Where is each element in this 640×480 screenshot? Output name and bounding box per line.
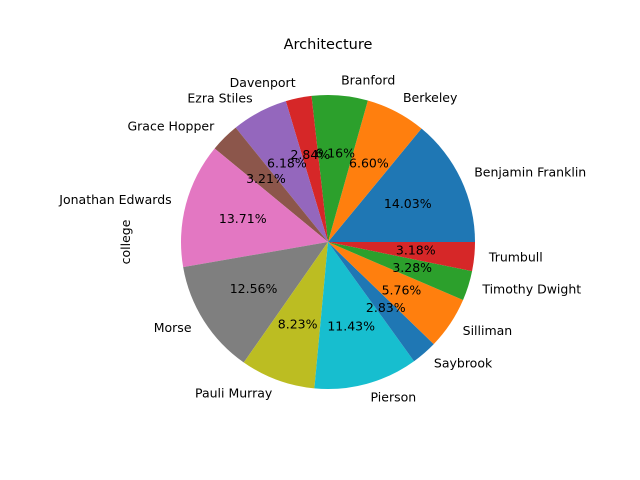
chart-title: Architecture bbox=[284, 37, 373, 53]
slice-percent-branford: 6.16% bbox=[315, 146, 355, 161]
slice-label-berkeley: Berkeley bbox=[403, 90, 458, 105]
slice-percent-davenport: 2.84% bbox=[290, 147, 330, 162]
slice-percent-pauli-murray: 8.23% bbox=[278, 316, 318, 331]
slice-percent-grace-hopper: 3.21% bbox=[246, 171, 286, 186]
pie-slice-davenport bbox=[285, 95, 328, 242]
slice-label-saybrook: Saybrook bbox=[434, 356, 493, 371]
slice-label-jonathan-edwards: Jonathan Edwards bbox=[58, 192, 171, 207]
slice-label-timothy-dwight: Timothy Dwight bbox=[481, 282, 581, 297]
slice-percent-pierson: 11.43% bbox=[327, 319, 375, 334]
pie-labels: Benjamin Franklin 14.03% Berkeley 6.60% Bran… bbox=[58, 72, 586, 404]
slice-label-grace-hopper: Grace Hopper bbox=[127, 119, 215, 134]
slice-percent-trumbull: 3.18% bbox=[396, 242, 436, 257]
slice-label-pauli-murray: Pauli Murray bbox=[195, 385, 273, 400]
slice-percent-jonathan-edwards: 13.71% bbox=[219, 211, 267, 226]
pie-slice-berkeley bbox=[328, 100, 422, 242]
slice-label-benjamin-franklin: Benjamin Franklin bbox=[474, 165, 586, 180]
pie-slice-ezra-stiles bbox=[235, 101, 328, 243]
slice-percent-timothy-dwight: 3.28% bbox=[392, 260, 432, 275]
slice-percent-ezra-stiles: 6.18% bbox=[267, 155, 307, 170]
pie-slice-silliman bbox=[328, 242, 464, 345]
pie-slice-branford bbox=[311, 94, 368, 242]
slice-percent-silliman: 5.76% bbox=[382, 282, 422, 297]
pie-slice-pauli-murray bbox=[243, 242, 328, 389]
pie-slice-pierson bbox=[314, 242, 415, 389]
slice-label-silliman: Silliman bbox=[463, 323, 513, 338]
slice-percent-benjamin-franklin: 14.03% bbox=[384, 196, 432, 211]
pie-slice-morse bbox=[183, 242, 328, 363]
pie-slice-trumbull bbox=[328, 242, 475, 272]
slice-label-trumbull: Trumbull bbox=[488, 250, 543, 265]
slice-label-morse: Morse bbox=[154, 320, 192, 335]
slice-percent-morse: 12.56% bbox=[230, 281, 278, 296]
pie-slice-timothy-dwight bbox=[328, 242, 473, 301]
pie-slices bbox=[180, 94, 475, 389]
pie-slice-grace-hopper bbox=[214, 127, 328, 242]
pie-slice-saybrook bbox=[328, 242, 434, 362]
slice-label-pierson: Pierson bbox=[371, 390, 417, 405]
pie-slice-benjamin-franklin bbox=[328, 128, 475, 242]
slice-label-branford: Branford bbox=[341, 72, 395, 87]
y-axis-label: college bbox=[118, 219, 133, 264]
slice-label-ezra-stiles: Ezra Stiles bbox=[187, 90, 252, 105]
slice-percent-saybrook: 2.83% bbox=[366, 300, 406, 315]
slice-percent-berkeley: 6.60% bbox=[349, 155, 389, 170]
slice-label-davenport: Davenport bbox=[230, 75, 296, 90]
pie-slice-jonathan-edwards bbox=[180, 148, 328, 268]
